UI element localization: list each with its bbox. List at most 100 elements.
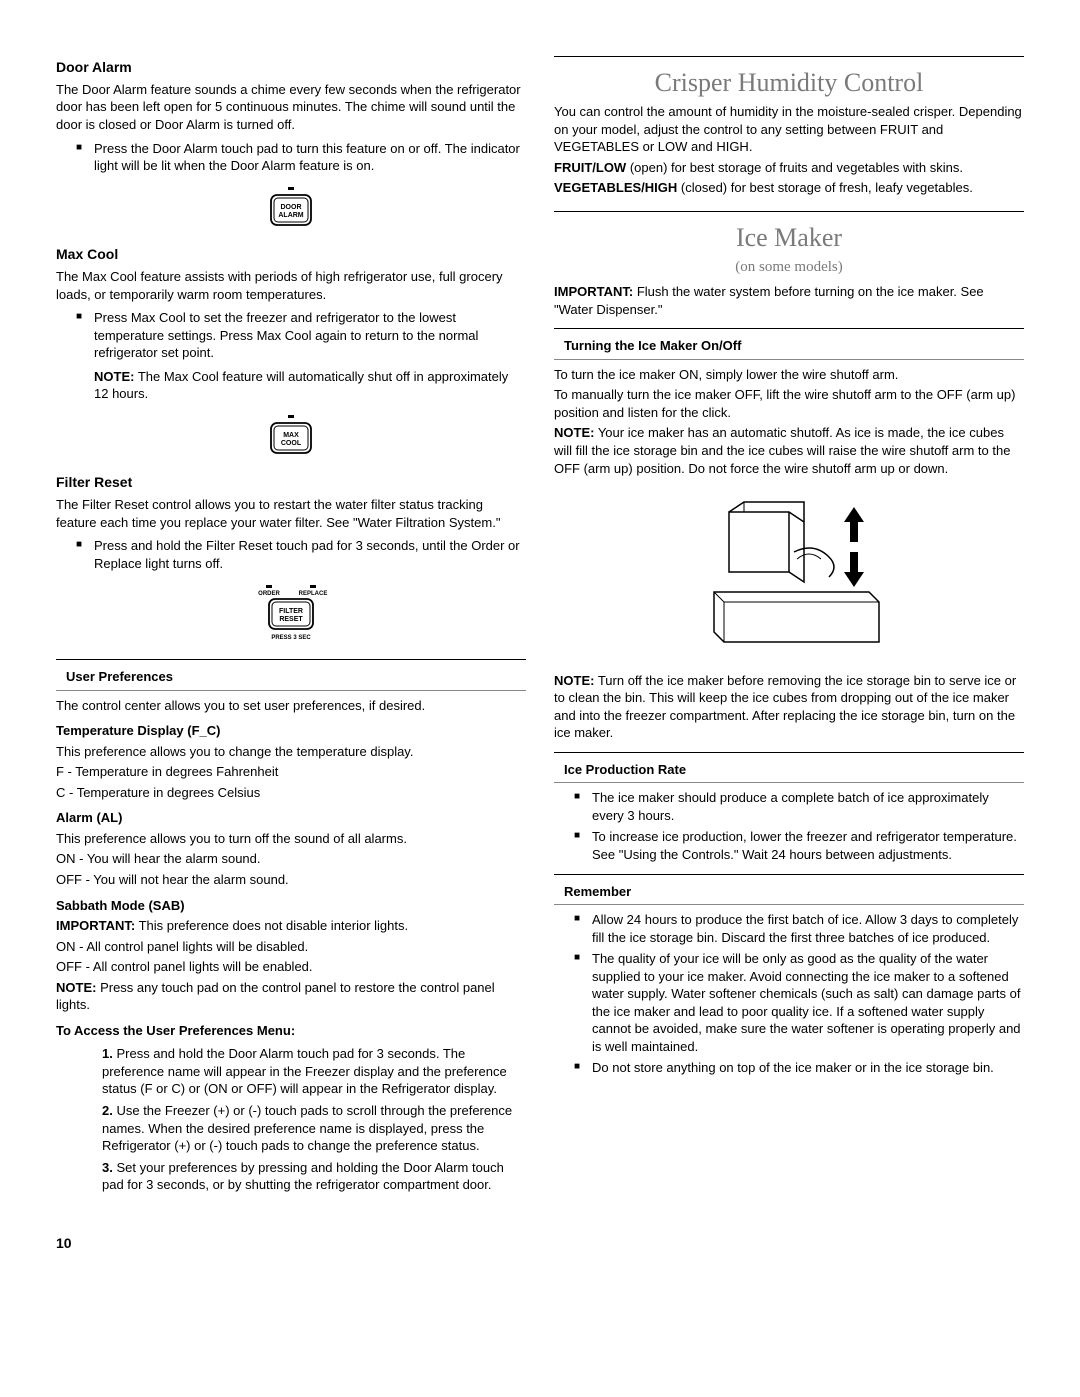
btn-order: ORDER: [258, 591, 280, 597]
icemaker-title: Ice Maker: [554, 220, 1024, 255]
max-cool-note: NOTE: The Max Cool feature will automati…: [94, 368, 526, 403]
crisper-fl: FRUIT/LOW (open) for best storage of fru…: [554, 159, 1024, 177]
temp-display-p1: This preference allows you to change the…: [56, 743, 526, 761]
sabbath-p2: ON - All control panel lights will be di…: [56, 938, 526, 956]
btn-alarm: ALARM: [278, 212, 303, 219]
access-menu-heading: To Access the User Preferences Menu:: [56, 1022, 526, 1040]
icemaker-imp: IMPORTANT: Flush the water system before…: [554, 283, 1024, 318]
turning-p2: To manually turn the ice maker OFF, lift…: [554, 386, 1024, 421]
imp-label: IMPORTANT:: [56, 918, 135, 933]
vh-text: (closed) for best storage of fresh, leaf…: [677, 180, 973, 195]
ice-rate-b2: To increase ice production, lower the fr…: [574, 828, 1024, 863]
max-cool-heading: Max Cool: [56, 245, 526, 264]
vh-label: VEGETABLES/HIGH: [554, 180, 677, 195]
alarm-p2: ON - You will hear the alarm sound.: [56, 850, 526, 868]
imp-text: This preference does not disable interio…: [135, 918, 408, 933]
turning-note2: NOTE: Turn off the ice maker before remo…: [554, 672, 1024, 742]
left-column: Door Alarm The Door Alarm feature sounds…: [56, 48, 526, 1253]
step-2-text: Use the Freezer (+) or (-) touch pads to…: [102, 1103, 512, 1153]
max-cool-list: Press Max Cool to set the freezer and re…: [76, 309, 526, 403]
note-text: Press any touch pad on the control panel…: [56, 980, 495, 1013]
page-number: 10: [56, 1234, 526, 1253]
max-cool-b1: Press Max Cool to set the freezer and re…: [76, 309, 526, 403]
filter-reset-button-graphic: ORDER REPLACE FILTER RESET PRESS 3 SEC: [56, 583, 526, 650]
crisper-title: Crisper Humidity Control: [554, 65, 1024, 100]
step-3-text: Set your preferences by pressing and hol…: [102, 1160, 504, 1193]
note-text: The Max Cool feature will automatically …: [94, 369, 508, 402]
ice-rate-heading: Ice Production Rate: [564, 761, 1024, 779]
btn-cool: COOL: [281, 440, 302, 447]
access-menu-steps: 1. Press and hold the Door Alarm touch p…: [76, 1045, 526, 1193]
door-alarm-button-graphic: DOOR ALARM: [56, 185, 526, 236]
rule: [554, 56, 1024, 57]
sabbath-imp: IMPORTANT: This preference does not disa…: [56, 917, 526, 935]
rule: [56, 659, 526, 660]
door-alarm-b1: Press the Door Alarm touch pad to turn t…: [76, 140, 526, 175]
user-prefs-p1: The control center allows you to set use…: [56, 697, 526, 715]
temp-display-p2: F - Temperature in degrees Fahrenheit: [56, 763, 526, 781]
max-cool-b1-text: Press Max Cool to set the freezer and re…: [94, 310, 478, 360]
turning-note: NOTE: Your ice maker has an automatic sh…: [554, 424, 1024, 477]
door-alarm-p1: The Door Alarm feature sounds a chime ev…: [56, 81, 526, 134]
filter-reset-p1: The Filter Reset control allows you to r…: [56, 496, 526, 531]
note-label: NOTE:: [56, 980, 96, 995]
remember-b1: Allow 24 hours to produce the first batc…: [574, 911, 1024, 946]
remember-b2: The quality of your ice will be only as …: [574, 950, 1024, 1055]
step-2: 2. Use the Freezer (+) or (-) touch pads…: [96, 1102, 526, 1155]
btn-reset: RESET: [279, 616, 303, 623]
max-cool-p1: The Max Cool feature assists with period…: [56, 268, 526, 303]
max-cool-button-graphic: MAX COOL: [56, 413, 526, 464]
remember-list: Allow 24 hours to produce the first batc…: [574, 911, 1024, 1077]
turning-p1: To turn the ice maker ON, simply lower t…: [554, 366, 1024, 384]
rule: [554, 328, 1024, 329]
page-columns: Door Alarm The Door Alarm feature sounds…: [56, 48, 1024, 1253]
rule: [554, 359, 1024, 360]
rule: [56, 690, 526, 691]
note2-text: Turn off the ice maker before removing t…: [554, 673, 1016, 741]
temp-display-p3: C - Temperature in degrees Celsius: [56, 784, 526, 802]
ice-rate-b1: The ice maker should produce a complete …: [574, 789, 1024, 824]
door-alarm-heading: Door Alarm: [56, 58, 526, 77]
fl-text: (open) for best storage of fruits and ve…: [626, 160, 963, 175]
step-3: 3. Set your preferences by pressing and …: [96, 1159, 526, 1194]
remember-heading: Remember: [564, 883, 1024, 901]
icemaker-subtitle: (on some models): [554, 257, 1024, 277]
ice-maker-illustration: [554, 487, 1024, 662]
alarm-heading: Alarm (AL): [56, 809, 526, 827]
crisper-p1: You can control the amount of humidity i…: [554, 103, 1024, 156]
rule: [554, 874, 1024, 875]
btn-door: DOOR: [281, 204, 302, 211]
turning-heading: Turning the Ice Maker On/Off: [564, 337, 1024, 355]
btn-filter: FILTER: [279, 608, 303, 615]
right-column: Crisper Humidity Control You can control…: [554, 48, 1024, 1253]
step-1: 1. Press and hold the Door Alarm touch p…: [96, 1045, 526, 1098]
sabbath-heading: Sabbath Mode (SAB): [56, 897, 526, 915]
filter-reset-list: Press and hold the Filter Reset touch pa…: [76, 537, 526, 572]
sabbath-note: NOTE: Press any touch pad on the control…: [56, 979, 526, 1014]
sabbath-p3: OFF - All control panel lights will be e…: [56, 958, 526, 976]
rule: [554, 904, 1024, 905]
fl-label: FRUIT/LOW: [554, 160, 626, 175]
filter-reset-heading: Filter Reset: [56, 473, 526, 492]
note-text: Your ice maker has an automatic shutoff.…: [554, 425, 1010, 475]
filter-reset-b1: Press and hold the Filter Reset touch pa…: [76, 537, 526, 572]
note-label: NOTE:: [554, 425, 594, 440]
note2-label: NOTE:: [554, 673, 594, 688]
btn-replace: REPLACE: [299, 591, 328, 597]
alarm-p1: This preference allows you to turn off t…: [56, 830, 526, 848]
step-1-text: Press and hold the Door Alarm touch pad …: [102, 1046, 507, 1096]
user-prefs-heading: User Preferences: [66, 668, 526, 686]
alarm-p3: OFF - You will not hear the alarm sound.: [56, 871, 526, 889]
temp-display-heading: Temperature Display (F_C): [56, 722, 526, 740]
rule: [554, 752, 1024, 753]
crisper-vh: VEGETABLES/HIGH (closed) for best storag…: [554, 179, 1024, 197]
remember-b3: Do not store anything on top of the ice …: [574, 1059, 1024, 1077]
btn-max: MAX: [283, 432, 299, 439]
imp-label: IMPORTANT:: [554, 284, 633, 299]
rule: [554, 782, 1024, 783]
door-alarm-list: Press the Door Alarm touch pad to turn t…: [76, 140, 526, 175]
note-label: NOTE:: [94, 369, 134, 384]
ice-rate-list: The ice maker should produce a complete …: [574, 789, 1024, 863]
btn-press3: PRESS 3 SEC: [271, 635, 311, 641]
rule: [554, 211, 1024, 212]
